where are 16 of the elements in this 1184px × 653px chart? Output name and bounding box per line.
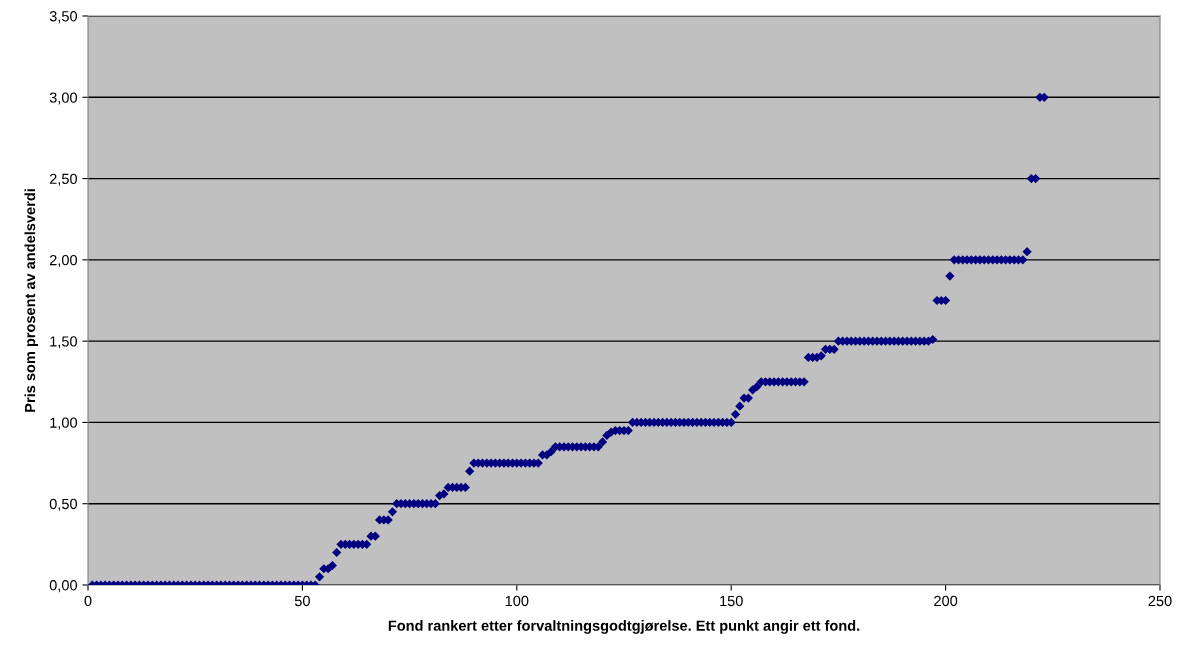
y-tick-label: 0,50 xyxy=(49,498,78,511)
y-tick-label: 3,50 xyxy=(49,11,78,24)
x-axis-title: Fond rankert etter forvaltningsgodtgjørelse. Ett punkt angir ett fond. xyxy=(388,620,860,634)
y-axis-title: Pris som prosent av andelsverdi xyxy=(24,189,39,412)
x-tick-label: 0 xyxy=(84,595,92,607)
x-tick-label: 200 xyxy=(934,595,958,607)
y-tick-label: 1,00 xyxy=(50,417,78,430)
y-tick-label: 2,50 xyxy=(49,173,78,186)
y-tick-label: 3,00 xyxy=(49,92,78,105)
y-tick-label: 2,00 xyxy=(49,254,78,268)
x-tick-label: 150 xyxy=(720,595,743,607)
x-tick-label: 50 xyxy=(294,595,310,607)
x-tick-label: 250 xyxy=(1148,595,1172,607)
x-tick-label: 100 xyxy=(505,595,529,607)
y-tick-label: 0,00 xyxy=(49,580,78,593)
y-tick-label: 1,50 xyxy=(50,336,78,349)
